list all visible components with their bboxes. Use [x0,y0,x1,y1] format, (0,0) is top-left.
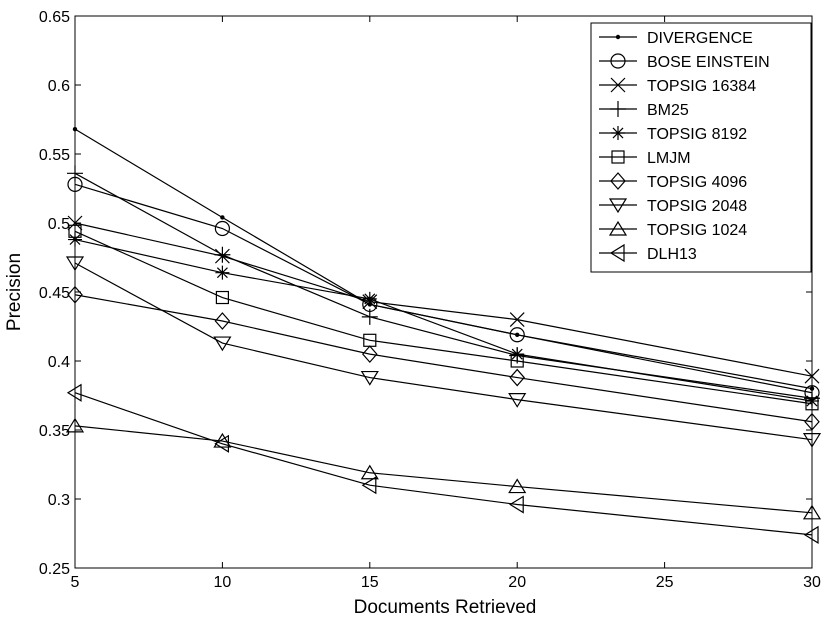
y-tick-label: 0.45 [39,285,70,302]
y-tick-label: 0.55 [39,147,70,164]
x-tick-label: 5 [71,574,80,591]
legend-label-topsig-1024: TOPSIG 1024 [647,222,747,239]
y-tick-label: 0.4 [48,354,70,371]
series-line-lmjm [74,230,813,405]
data-point-topsig-4096 [362,345,378,364]
data-point-topsig-4096 [509,368,525,387]
legend-label-topsig-4096: TOPSIG 4096 [647,174,747,191]
y-tick-label: 0.35 [39,423,70,440]
x-tick-label: 25 [656,574,674,591]
series-line-dlh13 [74,392,813,536]
legend-item-topsig-2048: TOPSIG 2048 [599,198,747,215]
legend-marker-bm25 [610,101,626,117]
data-point-topsig-1024 [360,464,379,480]
y-tick-label: 0.3 [48,492,70,509]
series-topsig-1024 [65,417,822,520]
data-point-dlh13 [214,434,229,453]
legend-item-divergence: DIVERGENCE [599,30,753,47]
x-tick-label: 10 [214,574,232,591]
series-line-topsig-1024 [74,425,813,514]
plot-frame [74,15,813,569]
legend-marker-topsig-2048 [608,198,628,214]
legend-marker-topsig-4096 [610,172,626,190]
legend-label-topsig-16384: TOPSIG 16384 [647,78,756,95]
y-tick-label: 0.65 [39,9,70,26]
data-point-topsig-8192 [215,265,230,280]
series-lmjm [68,224,819,411]
legend-label-lmjm: LMJM [647,150,691,167]
x-tick-label: 30 [803,574,821,591]
legend-label-topsig-2048: TOPSIG 2048 [647,198,747,215]
legend-marker-topsig-1024 [608,220,628,236]
legend-label-bose-einstein: BOSE EINSTEIN [647,54,770,71]
legend-item-topsig-4096: TOPSIG 4096 [599,172,747,191]
data-point-dlh13 [509,495,524,514]
data-point-topsig-2048 [360,370,379,386]
data-point-lmjm [215,290,229,305]
legend-item-bose-einstein: BOSE EINSTEIN [599,53,770,71]
legend-item-lmjm: LMJM [599,150,691,167]
legend-box [590,22,812,273]
x-tick-label: 15 [361,574,379,591]
legend-marker-bose-einstein [610,53,626,69]
x-axis-label: Documents Retrieved [354,597,537,618]
data-point-topsig-2048 [213,336,232,352]
data-point-lmjm [510,354,524,368]
y-axis-label-group: Precision [4,253,25,331]
legend-label-divergence: DIVERGENCE [647,30,753,47]
legend-marker-topsig-8192 [611,126,625,140]
data-point-topsig-8192 [510,347,525,362]
legend-marker-topsig-16384 [610,77,626,93]
legend-item-topsig-8192: TOPSIG 8192 [599,126,747,143]
data-point-topsig-2048 [508,393,527,408]
data-point-topsig-8192 [362,291,377,306]
legend-label-dlh13: DLH13 [647,246,697,263]
data-point-topsig-16384 [509,312,525,328]
y-tick-label: 0.5 [48,216,70,233]
legend-item-topsig-16384: TOPSIG 16384 [599,77,756,95]
y-axis-label: Precision [4,253,25,331]
series-dlh13 [66,383,819,544]
data-point-topsig-4096 [214,312,231,330]
series-topsig-2048 [65,256,822,448]
x-tick-label: 20 [508,574,526,591]
data-point-topsig-1024 [213,432,232,448]
y-tick-label: 0.6 [48,78,70,95]
legend-label-topsig-8192: TOPSIG 8192 [647,126,747,143]
series-topsig-4096 [67,285,820,431]
data-point-dlh13 [361,476,377,495]
series-line-topsig-2048 [74,262,813,441]
series-line-topsig-4096 [74,294,813,423]
legend-item-bm25: BM25 [599,101,689,119]
y-tick-label: 0.25 [39,561,70,578]
data-point-bm25 [214,246,231,263]
legend-marker-dlh13 [609,243,625,263]
axis-ticks: 5 10 15 20 25 30 0.25 0.3 0.35 0.4 0.45 0.5 0.55 0.6 0… [39,9,821,591]
data-point-divergence [220,215,225,220]
legend-marker-divergence [615,34,621,40]
legend-label-bm25: BM25 [647,102,689,119]
legend-marker-lmjm [611,150,625,164]
data-point-bose-einstein [509,327,525,343]
data-point-bm25 [361,308,378,325]
legend-item-topsig-1024: TOPSIG 1024 [599,220,747,239]
data-point-bose-einstein [214,220,230,237]
data-point-topsig-1024 [508,478,527,494]
legend: DIVERGENCE BOSE EINSTEIN TOPSIG 16384 BM25 T… [590,22,812,273]
legend-item-dlh13: DLH13 [599,243,697,263]
